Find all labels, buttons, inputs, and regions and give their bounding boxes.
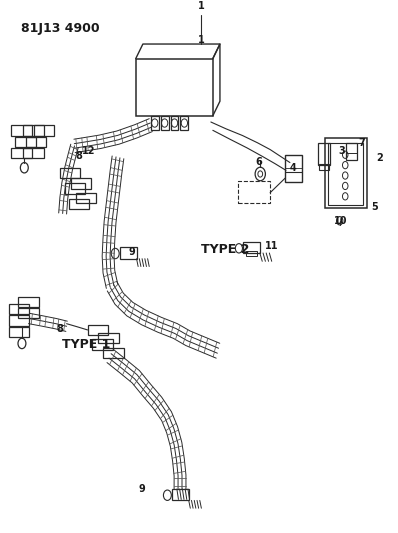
Text: 4: 4 — [290, 163, 297, 173]
Bar — [88, 325, 108, 335]
Bar — [172, 489, 189, 500]
Text: 12: 12 — [82, 146, 96, 156]
Bar — [285, 155, 302, 182]
Text: 11: 11 — [265, 241, 279, 251]
Text: 2: 2 — [377, 154, 383, 164]
Text: 5: 5 — [371, 201, 378, 212]
Text: 8: 8 — [75, 151, 82, 161]
Bar — [68, 199, 89, 209]
Bar — [151, 116, 159, 130]
Bar — [18, 297, 39, 307]
Text: 9: 9 — [129, 247, 135, 257]
Bar — [319, 164, 329, 171]
Bar — [11, 148, 32, 158]
Text: 6: 6 — [256, 157, 262, 166]
Bar — [328, 143, 363, 205]
Bar — [180, 116, 188, 130]
Bar — [70, 178, 91, 189]
Text: 9: 9 — [139, 484, 145, 494]
Bar — [120, 247, 137, 259]
Bar — [171, 116, 178, 130]
Bar — [92, 340, 113, 350]
Bar — [34, 125, 55, 135]
Bar — [346, 143, 357, 160]
Bar — [325, 138, 367, 208]
Bar — [8, 327, 29, 337]
Text: TYPE 2: TYPE 2 — [201, 244, 249, 256]
Bar — [26, 136, 47, 147]
Bar — [11, 125, 32, 135]
Text: 10: 10 — [334, 216, 347, 226]
Bar — [60, 168, 80, 178]
Bar — [246, 251, 258, 256]
Text: 8: 8 — [57, 324, 63, 334]
Bar — [243, 241, 260, 253]
Bar — [23, 148, 44, 158]
Bar — [318, 143, 330, 165]
Bar — [76, 193, 96, 203]
Bar — [15, 136, 36, 147]
Bar — [103, 348, 123, 358]
Bar — [161, 116, 169, 130]
Bar — [23, 125, 44, 135]
Text: 1: 1 — [197, 1, 204, 11]
Bar — [98, 333, 119, 343]
Bar — [8, 304, 29, 314]
Bar — [18, 308, 39, 319]
Text: 7: 7 — [359, 138, 365, 148]
Bar — [238, 181, 270, 203]
Text: TYPE 1: TYPE 1 — [62, 338, 111, 351]
Text: 3: 3 — [339, 146, 345, 156]
Bar — [64, 183, 85, 193]
Bar — [8, 316, 29, 326]
Text: 1: 1 — [197, 35, 204, 45]
Text: 81J13 4900: 81J13 4900 — [21, 22, 100, 35]
Bar — [136, 59, 213, 116]
